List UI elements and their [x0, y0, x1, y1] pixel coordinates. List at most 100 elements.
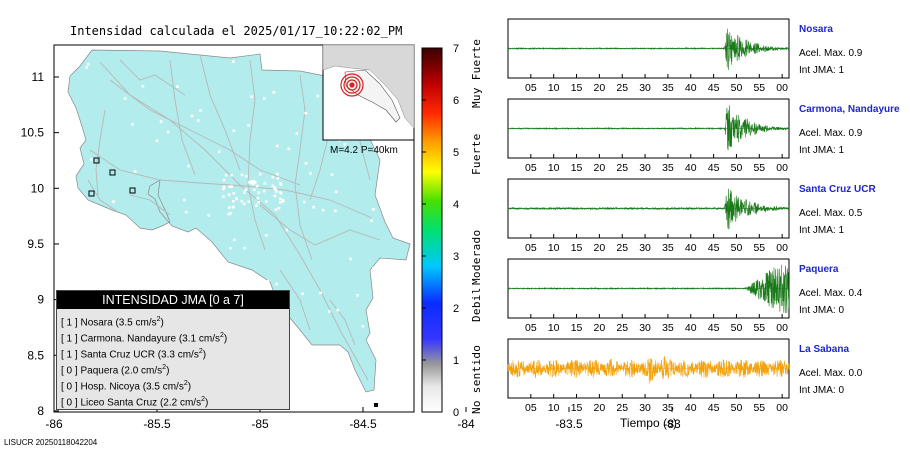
town-dot — [361, 324, 365, 328]
town-dot — [273, 194, 277, 198]
seismogram-panel: 05 10 15 20 25 30 35 40 45 50 55 00 — [507, 98, 790, 174]
town-dot — [243, 202, 246, 206]
time-tick-label: 55 — [753, 82, 765, 94]
road-10 — [259, 204, 381, 246]
town-dot — [279, 182, 282, 185]
epicenter-dot — [350, 83, 354, 87]
seismogram-panel: 05 10 15 20 25 30 35 40 45 50 55 00 — [507, 258, 790, 334]
town-dot — [176, 251, 180, 255]
road-4 — [294, 74, 313, 261]
colorbar-tick-label: 3 — [453, 251, 459, 263]
station-marker-3 — [109, 169, 116, 176]
town-dot — [273, 187, 276, 190]
town-dot — [227, 193, 231, 196]
time-tick-label: 20 — [594, 82, 606, 94]
time-tick-label: 00 — [776, 242, 788, 254]
town-dot — [232, 60, 235, 63]
town-dot — [89, 158, 93, 161]
town-dot — [274, 188, 278, 192]
station-max-accel: Acel. Max. 0.5 — [799, 208, 863, 219]
station-name: La Sabana — [799, 344, 850, 355]
legend-row-text: Santa Cruz UCR (3.3 cm/s — [77, 349, 199, 361]
town-dot — [279, 191, 283, 195]
station-jma-intensity: Int JMA: 0 — [799, 305, 845, 316]
town-dot — [309, 172, 312, 175]
town-dot — [372, 207, 375, 211]
town-dot — [133, 170, 137, 173]
time-tick-label: 45 — [708, 242, 720, 254]
legend-row-text: Liceo Santa Cruz (2.2 cm/s — [77, 397, 202, 409]
town-dot — [240, 173, 244, 177]
legend-row-text: 2 — [198, 348, 203, 355]
town-dot — [312, 205, 315, 209]
x-tick-label: -85.5 — [143, 417, 171, 431]
legend-row-text: [ 0 ] — [61, 365, 78, 377]
time-tick-label: 55 — [753, 242, 765, 254]
epicenter-ring — [340, 73, 364, 97]
town-dot — [247, 124, 250, 127]
town-dot — [263, 97, 266, 100]
town-dot — [227, 212, 230, 216]
station-max-accel: Acel. Max. 0.0 — [799, 368, 863, 379]
colorbar-tick-label: 6 — [453, 95, 459, 107]
town-dot — [125, 226, 128, 229]
legend-title: INTENSIDAD JMA [0 a 7] — [57, 291, 289, 309]
inset-costa-rica — [344, 69, 401, 123]
town-dot — [218, 150, 221, 153]
inset-caption: M=4.2 P=40km — [330, 145, 398, 156]
town-dot — [276, 144, 279, 148]
road-15 — [87, 179, 119, 213]
legend-row-text: [ 1 ] — [61, 349, 78, 361]
legend-row-text: 2 — [156, 316, 161, 323]
town-dot — [372, 266, 375, 270]
town-dot — [222, 185, 226, 188]
town-dot — [184, 210, 188, 214]
legend-row-text: ) — [204, 397, 209, 409]
x-tick-label: -84 — [457, 417, 475, 431]
town-dot — [222, 258, 225, 261]
town-dot — [254, 181, 257, 184]
town-dot — [271, 184, 275, 188]
town-dot — [232, 205, 235, 209]
town-dot — [274, 208, 278, 211]
town-dot — [207, 214, 211, 217]
time-tick-label: 30 — [639, 242, 651, 254]
time-tick-label: 15 — [571, 322, 583, 334]
time-tick-label: 45 — [708, 82, 720, 94]
road-8 — [199, 54, 241, 171]
station-max-accel: Acel. Max. 0.9 — [799, 128, 863, 139]
town-dot — [328, 310, 331, 313]
x-tick-label: -85 — [251, 417, 269, 431]
road-0 — [99, 61, 369, 381]
time-tick-label: 20 — [594, 322, 606, 334]
legend-row-text: 2 — [201, 396, 205, 403]
time-tick-label: 45 — [708, 322, 720, 334]
town-dot — [232, 192, 236, 195]
town-dot — [265, 200, 268, 203]
town-dot — [258, 172, 262, 176]
colorbar-tick-label: 7 — [453, 43, 459, 55]
epicenter-ring — [346, 79, 358, 91]
road-network — [87, 54, 381, 381]
town-dot — [281, 199, 285, 202]
time-tick-label: 20 — [594, 242, 606, 254]
legend-row-text: ) — [187, 381, 192, 393]
town-dot — [250, 180, 254, 183]
town-dot — [244, 188, 248, 192]
time-tick-label: 40 — [685, 402, 697, 414]
time-tick-label: 35 — [662, 162, 674, 174]
legend-row: [ 1 ] Santa Cruz UCR (3.3 cm/s2) — [61, 344, 289, 360]
station-name: Carmona, Nandayure — [799, 104, 900, 115]
town-dot — [334, 209, 337, 213]
town-dot — [277, 206, 281, 210]
station-max-accel: Acel. Max. 0.9 — [799, 48, 863, 59]
y-tick-label: 8 — [37, 404, 44, 418]
town-dot — [278, 197, 282, 201]
legend-row-text: 2 — [162, 364, 167, 371]
time-tick-label: 00 — [776, 322, 788, 334]
colorbar-tick-label: 2 — [453, 303, 459, 315]
time-tick-label: 15 — [571, 82, 583, 94]
legend-row-text: [ 1 ] — [61, 333, 78, 345]
y-tick-label: 9.5 — [27, 237, 44, 251]
town-dot — [257, 200, 260, 204]
